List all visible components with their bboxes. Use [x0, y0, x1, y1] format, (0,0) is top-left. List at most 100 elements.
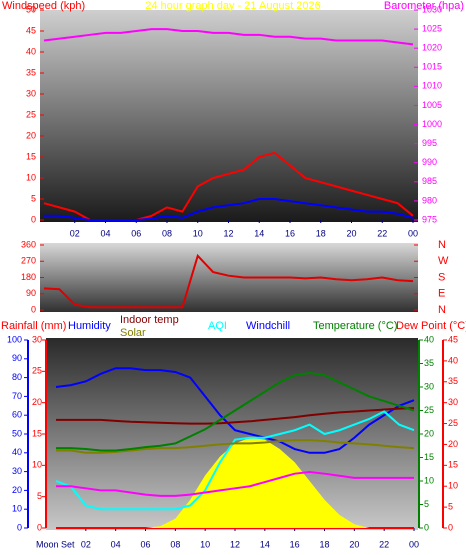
y-tick-label: 0: [37, 522, 42, 532]
y-tick-label: E: [438, 288, 445, 300]
line: [56, 471, 414, 497]
line: [55, 367, 415, 454]
y-tick-label: 985: [422, 176, 437, 186]
y-tick-label: 30: [32, 334, 42, 344]
y-tick-label: 990: [422, 157, 437, 167]
plot-background: [40, 243, 418, 312]
y-tick-label: 10: [32, 460, 42, 470]
y-tick-label: 25: [26, 109, 36, 119]
y-tick-label: 0: [17, 522, 22, 532]
line: [55, 410, 415, 511]
y-tick-label: W: [438, 255, 449, 267]
x-tick-label: 06: [131, 228, 141, 238]
y-tick-label: 35: [424, 358, 434, 368]
y-tick-label: 5: [31, 193, 36, 203]
y-tick-label: 10: [12, 504, 22, 514]
y-tick-label: 15: [32, 428, 42, 438]
y-tick-label: 80: [12, 372, 22, 382]
y-tick-label: 25: [448, 418, 458, 428]
y-tick-label: 15: [424, 452, 434, 462]
y-tick-label: 180: [21, 272, 36, 282]
legend-label: Dew Point (°C): [396, 320, 466, 332]
y-tick-label: 35: [448, 376, 458, 386]
y-tick-label: 0: [448, 522, 453, 532]
y-tick-label: 1030: [422, 4, 442, 14]
y-tick-label: 1010: [422, 81, 442, 91]
line: [56, 371, 415, 452]
x-tick-label: 10: [193, 228, 203, 238]
y-tick-label: 40: [424, 334, 434, 344]
y-tick-label: 25: [424, 405, 434, 415]
x-tick-label: 20: [346, 228, 356, 238]
x-tick-label: 16: [285, 228, 295, 238]
y-tick-label: 20: [26, 130, 36, 140]
x-tick-label: 04: [111, 539, 121, 549]
x-tick-label: 22: [379, 539, 389, 549]
y-tick-label: 1000: [422, 119, 442, 129]
x-tick-label: 12: [223, 228, 233, 238]
legend-label: Indoor temp: [120, 314, 179, 326]
x-tick-label: 02: [70, 228, 80, 238]
y-tick-label: 10: [448, 481, 458, 491]
y-tick-label: 20: [32, 397, 42, 407]
y-tick-label: 60: [12, 410, 22, 420]
x-tick-label: 16: [290, 539, 300, 549]
y-tick-label: 270: [21, 256, 36, 266]
x-tick-label: 02: [81, 539, 91, 549]
line: [43, 253, 414, 309]
line: [56, 407, 415, 425]
y-tick-label: 90: [12, 353, 22, 363]
y-tick-label: 5: [448, 501, 453, 511]
y-tick-label: 1005: [422, 100, 442, 110]
y-tick-label: 5: [424, 499, 429, 509]
y-tick-label: 40: [26, 46, 36, 56]
y-tick-label: 1015: [422, 62, 442, 72]
y-tick-label: 995: [422, 138, 437, 148]
y-tick-label: 90: [26, 288, 36, 298]
y-tick-label: 1025: [422, 23, 442, 33]
y-tick-label: 975: [422, 214, 437, 224]
axis-title: Barometer (hpa): [384, 0, 464, 12]
y-tick-label: 45: [448, 334, 458, 344]
x-tick-label: 14: [260, 539, 270, 549]
legend-label: Solar: [120, 327, 146, 339]
x-tick-label: 18: [319, 539, 329, 549]
y-tick-label: 1020: [422, 43, 442, 53]
line: [56, 439, 415, 454]
chart-title: 24 hour graph day - 21 August 2026: [145, 0, 321, 12]
plot-background: [40, 10, 418, 222]
y-tick-label: 0: [31, 214, 36, 224]
legend-label: Temperature (°C): [313, 320, 397, 332]
line: [43, 28, 414, 46]
y-tick-label: 20: [424, 428, 434, 438]
y-tick-label: 100: [7, 334, 22, 344]
y-tick-label: 40: [448, 355, 458, 365]
legend-label: Rainfall (mm): [1, 320, 66, 332]
x-tick-label: 00: [409, 539, 419, 549]
area: [56, 437, 414, 528]
y-tick-label: 35: [26, 67, 36, 77]
x-tick-label: 10: [200, 539, 210, 549]
x-tick-label: 14: [254, 228, 264, 238]
x-tick-label: 18: [316, 228, 326, 238]
legend-label: AQI: [208, 320, 227, 332]
x-tick-label: 08: [162, 228, 172, 238]
y-tick-label: 10: [424, 475, 434, 485]
y-tick-label: 30: [26, 88, 36, 98]
y-tick-label: S: [438, 271, 445, 283]
y-tick-label: 40: [12, 447, 22, 457]
y-tick-label: 25: [32, 366, 42, 376]
x-tick-label: 08: [170, 539, 180, 549]
y-tick-label: 0: [31, 304, 36, 314]
y-tick-label: 10: [26, 172, 36, 182]
y-tick-label: 70: [12, 391, 22, 401]
y-tick-label: 980: [422, 195, 437, 205]
y-tick-label: 360: [21, 239, 36, 249]
legend-label: Windchill: [246, 320, 290, 332]
y-tick-label: 30: [12, 466, 22, 476]
legend-label: Humidity: [68, 320, 111, 332]
line: [44, 198, 414, 221]
y-tick-label: N: [438, 239, 446, 251]
